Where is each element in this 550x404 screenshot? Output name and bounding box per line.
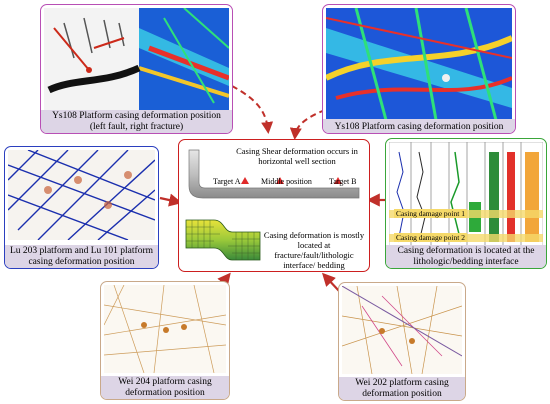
panel-ys108-right: Ys108 Platform casing deformation positi… <box>322 4 516 134</box>
middle-marker <box>276 177 284 184</box>
arrow-ys108-right <box>289 109 326 140</box>
fracture-image <box>44 8 229 110</box>
target-b-marker <box>334 177 342 184</box>
caption: Wei 202 platform casing deformation posi… <box>339 377 465 400</box>
caption: Casing deformation is located at the lit… <box>386 245 546 268</box>
fracture-network-image <box>8 150 155 240</box>
center-panel: Casing Shear deformation occurs in horiz… <box>178 139 370 272</box>
target-a-label: Target A <box>213 177 241 186</box>
caption: Wei 204 platform casing deformation posi… <box>101 376 229 399</box>
middle-position-label: Middle position <box>261 177 312 186</box>
map-image <box>104 285 226 373</box>
deformation-map-image <box>326 8 512 120</box>
center-note: Casing deformation is mostly located at … <box>263 230 365 270</box>
caption: Lu 203 platform and Lu 101 platform casi… <box>5 245 158 268</box>
panel-ys108-left: Ys108 Platform casing deformation positi… <box>40 4 233 134</box>
panel-lu203: Lu 203 platform and Lu 101 platform casi… <box>4 146 159 269</box>
sheared-casing-model <box>185 219 261 261</box>
panel-wei204: Wei 204 platform casing deformation posi… <box>100 281 230 400</box>
horizontal-well-diagram <box>188 149 360 199</box>
arrow-lu203 <box>159 193 183 207</box>
well-log-image <box>389 142 543 247</box>
damage-point-2-label: Casing damage point 2 <box>394 233 467 242</box>
map-image <box>342 286 462 374</box>
caption: Ys108 Platform casing deformation positi… <box>323 119 515 133</box>
center-title: Casing Shear deformation occurs in horiz… <box>236 146 358 166</box>
target-a-marker <box>241 177 249 184</box>
target-b-label: Target B <box>329 177 357 186</box>
arrow-ys108-left <box>231 85 274 134</box>
arrow-wei202 <box>321 272 341 293</box>
panel-wei202: Wei 202 platform casing deformation posi… <box>338 282 466 401</box>
panel-log: Casing damage point 1 Casing damage poin… <box>385 138 547 269</box>
caption: Ys108 Platform casing deformation positi… <box>41 110 232 133</box>
damage-point-1-label: Casing damage point 1 <box>394 209 467 218</box>
